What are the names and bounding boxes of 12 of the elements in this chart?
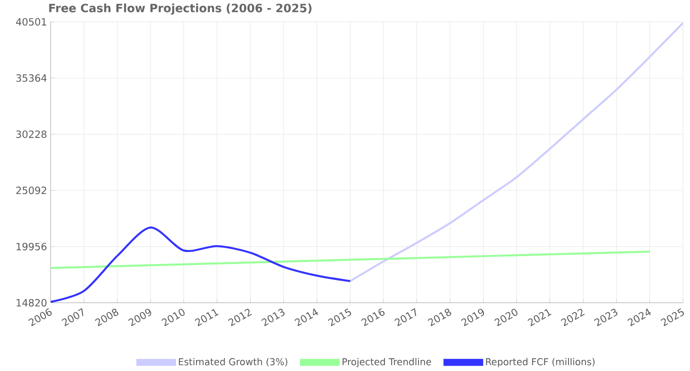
y-tick-label: 30228 [16, 130, 46, 138]
legend-label: Projected Trendline [342, 358, 432, 368]
y-tick-label: 19956 [16, 243, 47, 251]
y-tick-label: 40501 [16, 18, 46, 26]
line-series [50, 226, 352, 303]
y-tick-label: 14820 [16, 299, 46, 307]
legend-label: Reported FCF (millions) [486, 358, 595, 368]
line-series [349, 22, 684, 282]
y-tick-label: 25092 [16, 186, 46, 194]
chart-title: Free Cash Flow Projections (2006 - 2025) [49, 4, 312, 15]
legend-label: Estimated Growth (3%) [178, 358, 288, 367]
y-tick-label: 35364 [16, 74, 47, 82]
